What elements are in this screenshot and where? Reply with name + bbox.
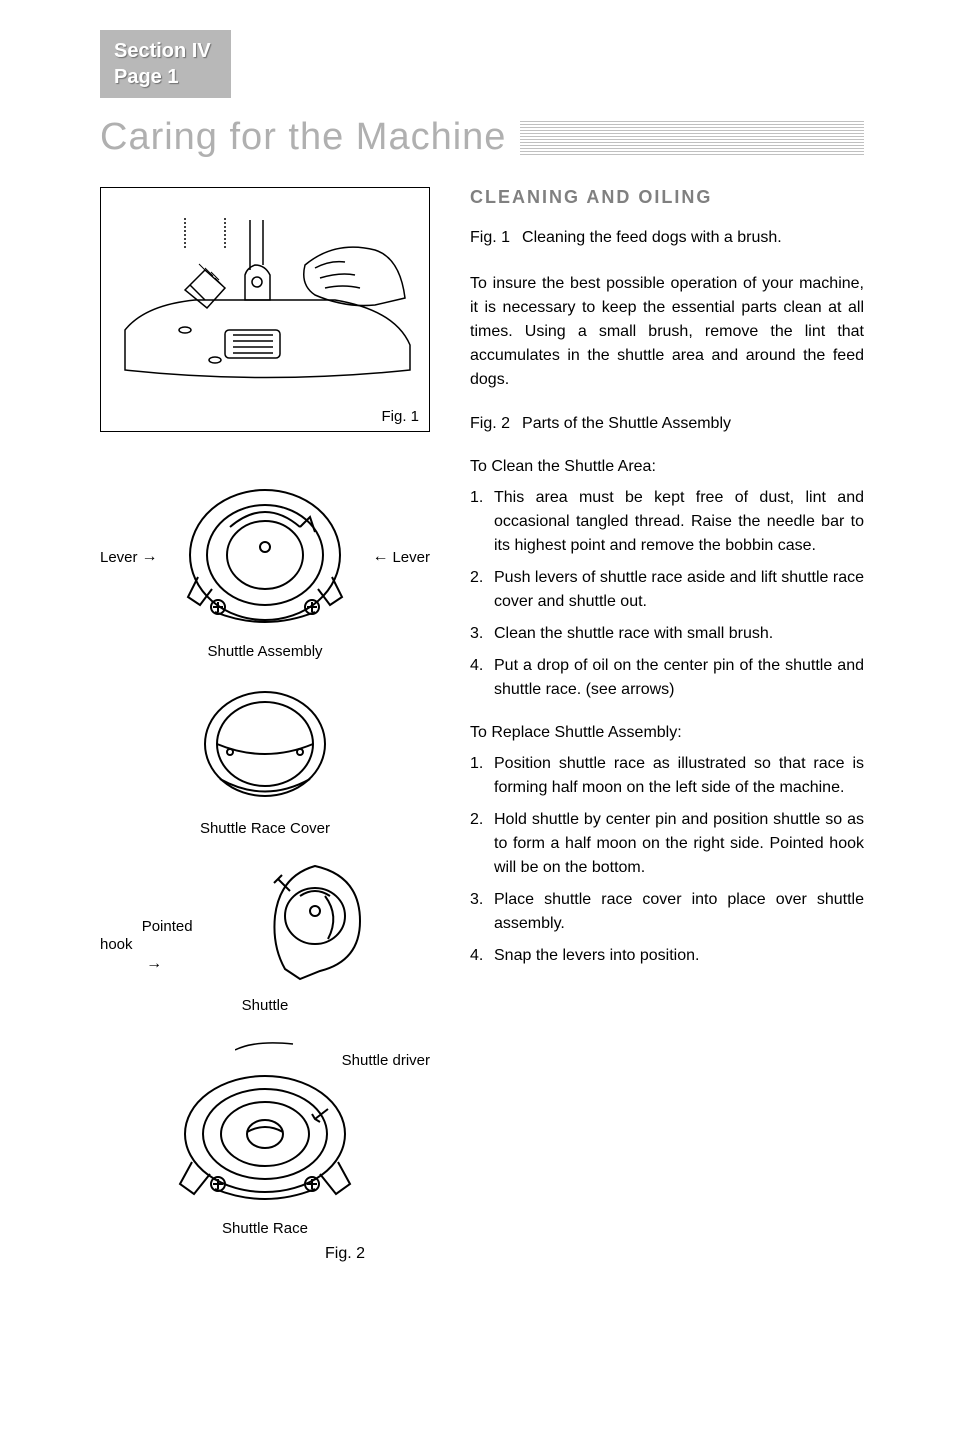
list-item: Snap the levers into position. [470, 944, 864, 968]
shuttle-race-diagram: Shuttle driver [100, 1038, 430, 1237]
list-item: Put a drop of oil on the center pin of t… [470, 654, 864, 702]
lever-label-right: Lever [392, 549, 430, 566]
list-item: Position shuttle race as illustrated so … [470, 752, 864, 800]
title-row: Caring for the Machine [100, 116, 864, 159]
list-item: Push levers of shuttle race aside and li… [470, 566, 864, 614]
badge-line2: Page 1 [114, 64, 211, 90]
content-columns: Fig. 1 Lever → [100, 187, 864, 1263]
intro-paragraph: To insure the best possible operation of… [470, 272, 864, 392]
pointed-hook-label: Pointed hook [100, 918, 193, 953]
list-item: Place shuttle race cover into place over… [470, 888, 864, 936]
fig1-caption-text: Cleaning the feed dogs with a brush. [522, 226, 782, 250]
shuttle-driver-label: Shuttle driver [342, 1052, 430, 1069]
shuttle-assembly-icon [180, 477, 350, 637]
replace-heading: To Replace Shuttle Assembly: [470, 724, 864, 742]
callout-line-icon [235, 1038, 295, 1052]
shuttle-race-caption: Shuttle Race [100, 1220, 430, 1237]
list-item: Clean the shuttle race with small brush. [470, 622, 864, 646]
figure-1-label: Fig. 1 [381, 408, 419, 425]
text-column: CLEANING AND OILING Fig. 1 Cleaning the … [470, 187, 864, 1263]
shuttle-race-cover-diagram: Shuttle Race Cover [100, 684, 430, 837]
arrow-left-icon: ← [372, 548, 388, 566]
shuttle-race-icon [170, 1064, 360, 1214]
figure-1-box: Fig. 1 [100, 187, 430, 432]
figures-column: Fig. 1 Lever → [100, 187, 430, 1263]
shuttle-icon [260, 861, 370, 991]
section-badge: Section IV Page 1 [100, 30, 231, 98]
clean-steps-list: This area must be kept free of dust, lin… [470, 486, 864, 702]
cleaning-oiling-heading: CLEANING AND OILING [470, 187, 864, 208]
fig2-caption: Fig. 2 Parts of the Shuttle Assembly [470, 412, 864, 436]
list-item: Hold shuttle by center pin and position … [470, 808, 864, 880]
title-stripe [520, 121, 864, 155]
badge-line1: Section IV [114, 38, 211, 64]
fig1-caption-num: Fig. 1 [470, 226, 510, 250]
fig2-caption-num: Fig. 2 [470, 412, 510, 436]
fig1-caption: Fig. 1 Cleaning the feed dogs with a bru… [470, 226, 864, 250]
shuttle-assembly-caption: Shuttle Assembly [100, 643, 430, 660]
feed-dogs-illustration [115, 210, 415, 410]
shuttle-race-cover-icon [195, 684, 335, 814]
arrow-right-icon: → [142, 548, 158, 566]
arrow-right-icon-2: → [142, 955, 162, 972]
shuttle-race-cover-caption: Shuttle Race Cover [100, 820, 430, 837]
lever-label-left: Lever [100, 549, 138, 566]
list-item: This area must be kept free of dust, lin… [470, 486, 864, 558]
shuttle-caption: Shuttle [100, 997, 430, 1014]
shuttle-diagram: Pointed hook → Shuttle [100, 861, 430, 1014]
clean-heading: To Clean the Shuttle Area: [470, 458, 864, 476]
fig2-caption-text: Parts of the Shuttle Assembly [522, 412, 731, 436]
replace-steps-list: Position shuttle race as illustrated so … [470, 752, 864, 968]
page-title: Caring for the Machine [100, 116, 506, 159]
figure-2-label: Fig. 2 [260, 1245, 430, 1263]
shuttle-assembly-diagram: Lever → [100, 477, 430, 660]
